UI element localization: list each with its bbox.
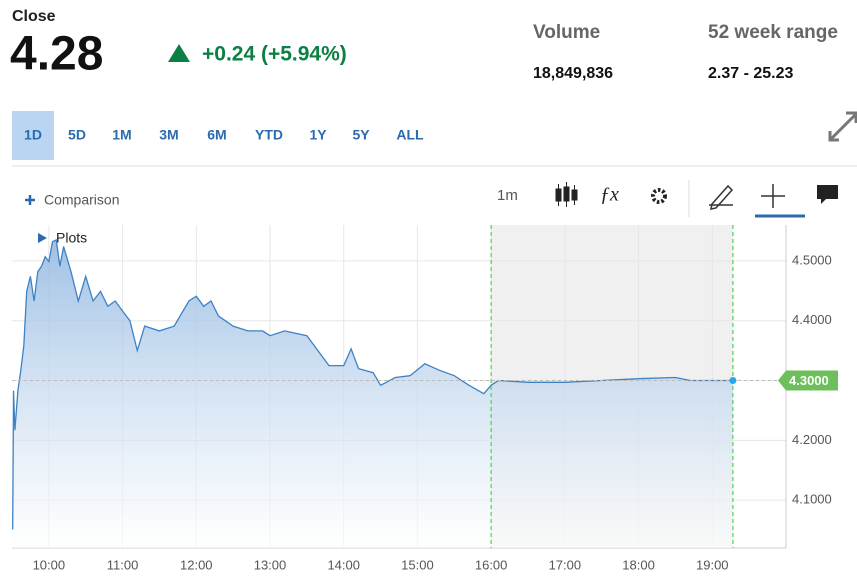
x-tick-label: 16:00 [475,557,508,572]
draw-icon[interactable] [709,184,734,210]
x-tick-label: 11:00 [107,557,139,572]
last-price-tag [778,370,838,391]
price-line [12,239,733,530]
y-tick-label: 4.4000 [792,312,832,327]
range-label: 52 week range [708,22,838,43]
price: 4.28 [10,28,103,81]
x-tick-label: 14:00 [327,557,360,572]
interval[interactable]: 1m [497,187,518,204]
chart: 4.1000 4.2000 4.3000 4.4000 4.5000 10:00 11:00… [12,225,838,572]
y-tick-label: 4.1000 [792,492,832,507]
range-button[interactable]: 3M [159,127,178,143]
y-tick-label: 4.2000 [792,432,832,447]
plots[interactable]: Plots [56,230,87,246]
y-tick-label: 4.5000 [792,252,832,267]
plots-arrow[interactable] [38,233,47,243]
x-tick-label: 12:00 [180,557,213,572]
comparison[interactable]: Comparison [44,192,119,208]
fx-icon[interactable]: ƒx [600,184,619,206]
range-button[interactable]: 1Y [309,127,327,143]
close-label: Close [12,8,56,25]
expand-icon[interactable] [828,111,857,142]
change: +0.24 (+5.94%) [202,43,347,66]
range-button[interactable]: 6M [207,127,226,143]
x-tick-label: 17:00 [549,557,582,572]
range-button[interactable]: 1D [24,127,42,143]
range-button[interactable]: YTD [255,127,283,143]
comment-icon[interactable] [817,185,838,204]
range-button[interactable]: 1M [112,127,131,143]
last-price-label: 4.3000 [789,373,829,388]
price-area [12,240,733,548]
crosshair-icon[interactable] [761,184,785,208]
volume: 18,849,836 [533,65,613,82]
last-point [729,377,737,385]
x-tick-label: 18:00 [622,557,655,572]
x-tick-label: 10:00 [33,557,66,572]
range-buttons: 1D 5D 1M 3M 6M YTD 1Y 5Y ALL [12,111,424,160]
range-selected-bg [12,111,54,160]
plus-icon[interactable] [25,195,35,205]
x-tick-label: 13:00 [254,557,287,572]
x-tick-label: 15:00 [401,557,434,572]
x-tick-label: 19:00 [696,557,729,572]
volume-label: Volume [533,22,600,43]
candles-icon[interactable] [555,182,578,207]
range-button[interactable]: 5Y [352,127,370,143]
up-arrow [168,44,190,62]
range-button[interactable]: ALL [396,127,424,143]
range-button[interactable]: 5D [68,127,86,143]
range: 2.37 - 25.23 [708,65,794,82]
settings-icon[interactable] [651,188,667,204]
